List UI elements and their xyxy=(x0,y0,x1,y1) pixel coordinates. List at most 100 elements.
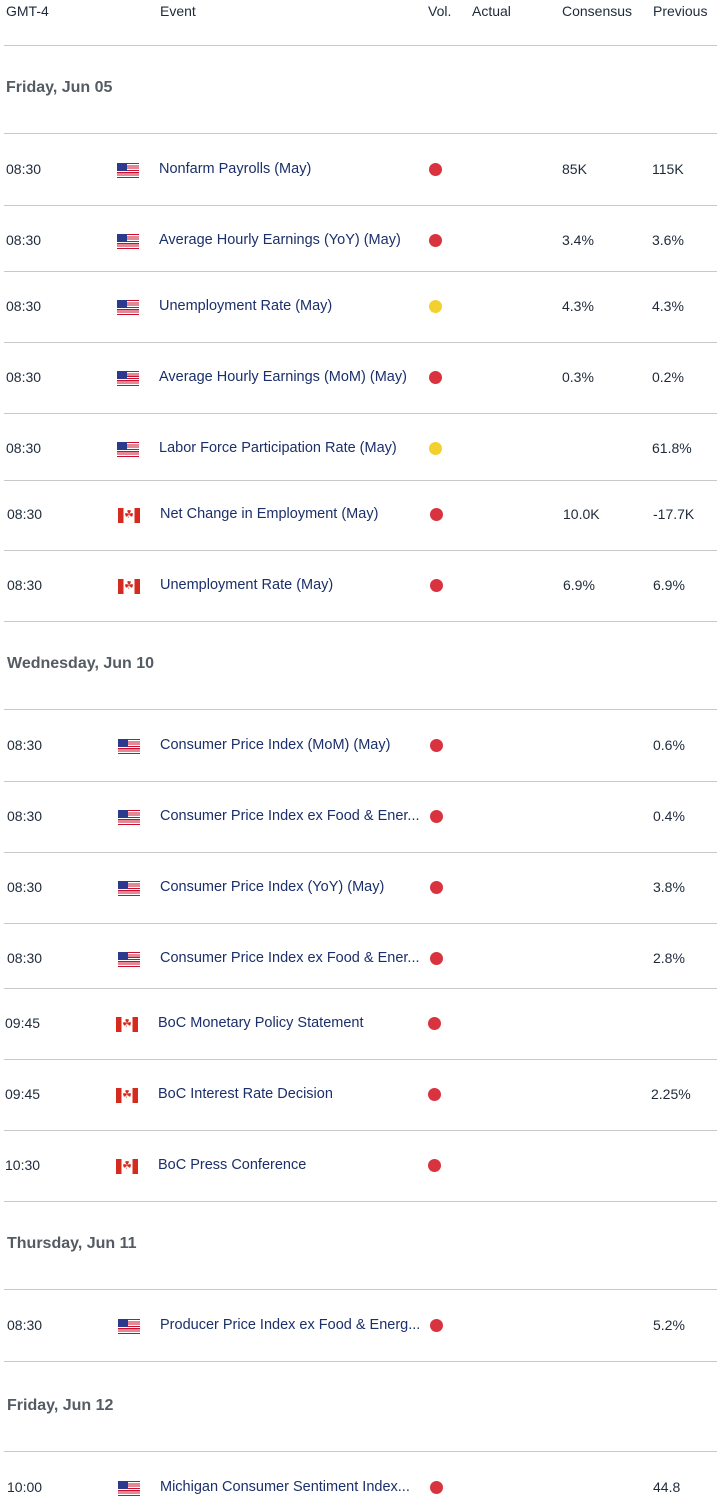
us-flag-icon xyxy=(118,1481,140,1496)
high-volatility-dot-icon xyxy=(429,371,442,384)
event-name-link[interactable]: Labor Force Participation Rate (May) xyxy=(159,440,397,456)
event-name-link[interactable]: Unemployment Rate (May) xyxy=(160,577,334,593)
us-flag-icon xyxy=(117,163,139,178)
high-volatility-dot-icon xyxy=(428,1088,441,1101)
row-divider xyxy=(4,271,717,272)
consensus-column-header: Consensus xyxy=(562,3,633,19)
previous-column-header: Previous xyxy=(653,3,708,19)
us-flag-icon xyxy=(118,810,140,825)
row-divider xyxy=(4,781,717,782)
previous-value: 3.8% xyxy=(653,879,685,895)
ca-flag-icon: ☘ xyxy=(118,579,140,594)
event-time: 08:30 xyxy=(7,879,43,895)
previous-value: 3.6% xyxy=(652,232,684,248)
event-name-link[interactable]: Michigan Consumer Sentiment Index... xyxy=(160,1479,410,1495)
event-name-link[interactable]: BoC Press Conference xyxy=(158,1157,307,1173)
previous-value: 5.2% xyxy=(653,1317,685,1333)
event-name-link[interactable]: Consumer Price Index ex Food & Ener... xyxy=(160,808,420,824)
row-divider xyxy=(4,1130,717,1131)
high-volatility-dot-icon xyxy=(430,881,443,894)
row-divider xyxy=(4,1361,717,1362)
event-name-link[interactable]: Consumer Price Index ex Food & Ener... xyxy=(160,950,420,966)
high-volatility-dot-icon xyxy=(430,508,443,521)
row-divider xyxy=(4,852,717,853)
previous-value: 2.8% xyxy=(653,950,685,966)
event-name-link[interactable]: Average Hourly Earnings (YoY) (May) xyxy=(159,232,401,248)
us-flag-icon xyxy=(118,739,140,754)
previous-value: 0.6% xyxy=(653,737,685,753)
high-volatility-dot-icon xyxy=(429,234,442,247)
event-name-link[interactable]: Nonfarm Payrolls (May) xyxy=(159,161,312,177)
consensus-value: 85K xyxy=(562,161,587,177)
high-volatility-dot-icon xyxy=(430,1481,443,1494)
row-divider xyxy=(4,413,717,414)
event-time: 08:30 xyxy=(7,808,43,824)
previous-value: 2.25% xyxy=(651,1086,691,1102)
event-time: 10:30 xyxy=(5,1157,41,1173)
row-divider xyxy=(4,988,717,989)
us-flag-icon xyxy=(117,371,139,386)
actual-column-header: Actual xyxy=(472,3,511,19)
event-time: 08:30 xyxy=(7,1317,43,1333)
event-time: 09:45 xyxy=(5,1015,41,1031)
high-volatility-dot-icon xyxy=(429,163,442,176)
event-name-link[interactable]: Net Change in Employment (May) xyxy=(160,506,379,522)
consensus-value: 4.3% xyxy=(562,298,594,314)
us-flag-icon xyxy=(118,1319,140,1334)
row-divider xyxy=(4,1201,717,1202)
consensus-value: 10.0K xyxy=(563,506,600,522)
event-time: 08:30 xyxy=(6,369,42,385)
divider xyxy=(4,709,717,710)
date-header: Thursday, Jun 11 xyxy=(7,1235,137,1252)
previous-value: -17.7K xyxy=(653,506,695,522)
event-name-link[interactable]: BoC Interest Rate Decision xyxy=(158,1086,333,1102)
event-time: 10:00 xyxy=(7,1479,43,1495)
event-name-link[interactable]: Producer Price Index ex Food & Energ... xyxy=(160,1317,421,1333)
header-divider xyxy=(4,45,717,46)
previous-value: 0.4% xyxy=(653,808,685,824)
consensus-value: 3.4% xyxy=(562,232,594,248)
previous-value: 44.8 xyxy=(653,1479,681,1495)
row-divider xyxy=(4,550,717,551)
event-name-link[interactable]: BoC Monetary Policy Statement xyxy=(158,1015,364,1031)
row-divider xyxy=(4,480,717,481)
event-time: 08:30 xyxy=(7,577,43,593)
event-time: 08:30 xyxy=(6,232,42,248)
high-volatility-dot-icon xyxy=(430,739,443,752)
previous-value: 61.8% xyxy=(652,440,692,456)
previous-value: 0.2% xyxy=(652,369,684,385)
high-volatility-dot-icon xyxy=(430,952,443,965)
previous-value: 6.9% xyxy=(653,577,685,593)
medium-volatility-dot-icon xyxy=(429,300,442,313)
row-divider xyxy=(4,923,717,924)
event-time: 09:45 xyxy=(5,1086,41,1102)
us-flag-icon xyxy=(117,300,139,315)
event-name-link[interactable]: Consumer Price Index (YoY) (May) xyxy=(160,879,385,895)
high-volatility-dot-icon xyxy=(430,579,443,592)
medium-volatility-dot-icon xyxy=(429,442,442,455)
row-divider xyxy=(4,621,717,622)
date-header: Friday, Jun 05 xyxy=(6,79,113,96)
divider xyxy=(4,133,717,134)
row-divider xyxy=(4,342,717,343)
event-time: 08:30 xyxy=(7,737,43,753)
event-column-header: Event xyxy=(160,3,196,19)
ca-flag-icon: ☘ xyxy=(118,508,140,523)
ca-flag-icon: ☘ xyxy=(116,1159,138,1174)
us-flag-icon xyxy=(118,952,140,967)
date-header: Wednesday, Jun 10 xyxy=(7,655,155,672)
previous-value: 115K xyxy=(652,161,684,177)
timezone-header[interactable]: GMT-4 xyxy=(6,3,49,19)
divider xyxy=(4,1451,717,1452)
event-name-link[interactable]: Unemployment Rate (May) xyxy=(159,298,333,314)
event-time: 08:30 xyxy=(6,440,42,456)
event-name-link[interactable]: Consumer Price Index (MoM) (May) xyxy=(160,737,391,753)
high-volatility-dot-icon xyxy=(428,1017,441,1030)
event-time: 08:30 xyxy=(7,506,43,522)
event-name-link[interactable]: Average Hourly Earnings (MoM) (May) xyxy=(159,369,407,385)
high-volatility-dot-icon xyxy=(428,1159,441,1172)
us-flag-icon xyxy=(117,234,139,249)
row-divider xyxy=(4,205,717,206)
ca-flag-icon: ☘ xyxy=(116,1088,138,1103)
us-flag-icon xyxy=(117,442,139,457)
